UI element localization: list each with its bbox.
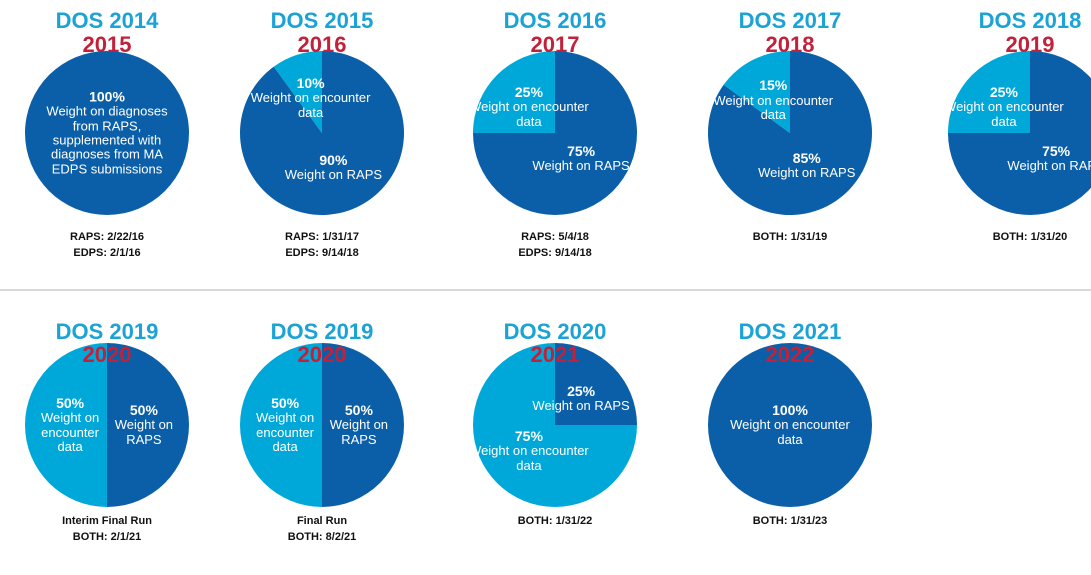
slice-category-label: Weight on RAPS — [329, 417, 389, 447]
pie-slice — [723, 51, 790, 133]
pie-subtitle: 2021 — [530, 342, 580, 367]
slice-label: 75% Weight on encounter data — [469, 428, 589, 473]
slice-category-label: Weight on encounter data — [944, 99, 1064, 129]
pie-title: DOS 2017 — [738, 8, 842, 33]
pie-subtitle: 2018 — [765, 32, 815, 57]
slice-label: 50% Weight on encounter data — [33, 394, 107, 454]
slice-label: 50% Weight on RAPS — [107, 402, 181, 447]
pie-subtitle: 2017 — [530, 32, 580, 57]
slice-value-label: 75% — [567, 143, 596, 160]
pie-subtitle: 2020 — [297, 342, 347, 367]
slice-label: 75%Weight on RAPS — [521, 143, 641, 174]
slice-category-label: Weight on RAPS — [532, 398, 630, 414]
annotation: EDPS: 2/1/16 — [73, 247, 141, 259]
slice-value-label: 50% — [271, 394, 300, 411]
annotation: RAPS: 1/31/17 — [285, 231, 359, 243]
pie-title: DOS 2014 — [55, 8, 159, 33]
annotation: EDPS: 9/14/18 — [518, 247, 592, 259]
slice-label: 50% Weight on encounter data — [248, 394, 322, 454]
slice-value-label: 90% — [319, 152, 348, 169]
slice-value-label: 15% — [759, 77, 788, 94]
slice-category-label: Weight on encounter data — [40, 410, 100, 454]
pie-slice — [273, 51, 322, 133]
slice-category-label: Weight on RAPS — [284, 167, 383, 183]
pie-slice — [25, 51, 189, 215]
pie-slice — [948, 51, 1091, 215]
slice-category-label: Weight on encounter data — [713, 92, 834, 122]
slice-value-label: 25% — [989, 83, 1018, 100]
slice-category-label: Weight on encounter data — [469, 99, 589, 129]
pie-slice — [322, 343, 404, 507]
slice-label: 90% Weight on RAPS — [273, 152, 393, 183]
annotation: RAPS: 5/4/18 — [521, 231, 589, 243]
pie-slice — [555, 343, 637, 425]
pie-slice — [473, 343, 637, 507]
slice-value-label: 75% — [514, 428, 543, 445]
annotation: BOTH: 1/31/23 — [752, 515, 828, 527]
slice-label: 100% Weight on diagnoses from RAPS, suppl… — [43, 88, 171, 177]
pie-title: DOS 2016 — [503, 8, 607, 33]
slice-label: 25% Weight on encounter data — [469, 83, 589, 129]
pie-title: DOS 2019 — [270, 319, 374, 344]
slice-category-label: Weight on RAPS — [758, 165, 856, 181]
slice-category-label: Weight on diagnoses from RAPS, supplemen… — [46, 103, 168, 177]
pie-slice — [707, 51, 872, 215]
annotation: BOTH: 2/1/21 — [72, 531, 142, 543]
pie-subtitle: 2022 — [765, 342, 815, 367]
pie-slice — [708, 343, 872, 507]
slice-value-label: 25% — [567, 383, 596, 400]
slice-value-label: 75% — [1042, 143, 1071, 160]
slice-category-label: Weight on RAPS — [532, 158, 630, 174]
pie-slice — [240, 343, 322, 507]
annotation: BOTH: 1/31/20 — [992, 231, 1068, 243]
annotation: BOTH: 1/31/19 — [752, 231, 828, 243]
slice-value-label: 25% — [514, 83, 543, 100]
annotation: RAPS: 2/22/16 — [70, 231, 144, 243]
annotation: BOTH: 1/31/22 — [517, 515, 593, 527]
slice-value-label: 85% — [792, 150, 821, 167]
pie-slice — [25, 343, 107, 507]
slice-value-label: 100% — [772, 402, 808, 419]
slice-category-label: Weight on encounter data — [730, 417, 850, 447]
pie-title: DOS 2015 — [270, 8, 374, 33]
slice-label: 25% Weight on RAPS — [521, 383, 641, 414]
slice-category-label: Weight on encounter data — [255, 410, 315, 454]
pie-subtitle: 2015 — [82, 32, 132, 57]
slice-category-label: Weight on RAPS — [114, 417, 174, 447]
pie-subtitle: 2019 — [1005, 32, 1055, 57]
slice-category-label: Weight on encounter data — [469, 443, 589, 473]
pie-title: DOS 2018 — [978, 8, 1082, 33]
annotation: Final Run — [296, 515, 348, 527]
slice-value-label: 100% — [89, 88, 125, 105]
slice-label: 50% Weight on RAPS — [322, 402, 396, 447]
slice-label: 85% Weight on RAPS — [747, 150, 867, 181]
slice-value-label: 50% — [344, 402, 373, 419]
annotation: BOTH: 8/2/21 — [287, 531, 357, 543]
slice-value-label: 10% — [296, 74, 325, 91]
pie-subtitle: 2020 — [82, 342, 132, 367]
slice-label: 25% Weight on encounter data — [944, 83, 1064, 129]
pie-title: DOS 2020 — [503, 319, 607, 344]
slice-value-label: 50% — [56, 394, 85, 411]
slice-label: 10% Weight on encounter data — [250, 74, 371, 120]
slice-label: 100% Weight on encounter data — [730, 402, 850, 447]
slice-category-label: Weight on encounter data — [250, 90, 371, 120]
slice-value-label: 50% — [129, 402, 158, 419]
slice-label: 15% Weight on encounter data — [713, 77, 834, 122]
annotation: EDPS: 9/14/18 — [285, 247, 359, 259]
pie-subtitle: 2016 — [297, 32, 347, 57]
pie-title: DOS 2019 — [55, 319, 159, 344]
annotation: Interim Final Run — [62, 515, 152, 527]
slice-category-label: Weight on RAPS — [1007, 158, 1091, 174]
pie-slice — [948, 51, 1030, 133]
pie-slice — [473, 51, 555, 133]
slice-label: 75%Weight on RAPS — [996, 143, 1091, 174]
pie-title: DOS 2021 — [738, 319, 842, 344]
pie-slice — [107, 343, 189, 507]
